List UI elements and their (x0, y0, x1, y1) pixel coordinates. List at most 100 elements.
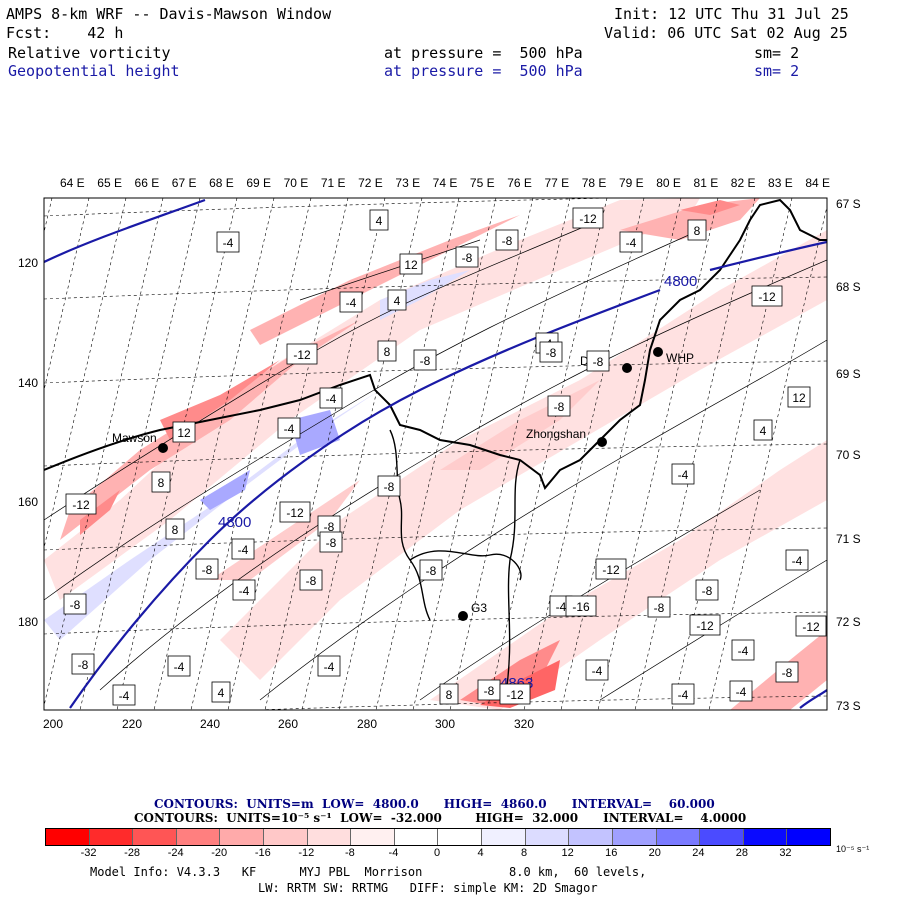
svg-text:-8: -8 (593, 355, 604, 369)
vorticity-contour-info: CONTOURS: UNITS=10⁻⁵ s⁻¹ LOW= -32.000 HI… (134, 811, 747, 825)
longitude-label: 64 E (60, 176, 85, 190)
svg-text:-4: -4 (223, 236, 234, 250)
colorbar-swatch (133, 829, 177, 845)
x-tick-label: 240 (200, 717, 220, 731)
longitude-label: 83 E (768, 176, 793, 190)
colorbar-swatch (46, 829, 90, 845)
station-marker (653, 347, 663, 357)
model-info: Model Info: V4.3.3 KF MYJ PBL Morrison 8… (90, 865, 647, 879)
svg-text:-4: -4 (326, 392, 337, 406)
svg-text:-16: -16 (572, 600, 590, 614)
longitude-label: 73 E (395, 176, 421, 190)
svg-text:12: 12 (177, 426, 191, 440)
colorbar-tick-label: 20 (648, 847, 661, 859)
longitude-label: 72 E (358, 176, 383, 190)
latitude-label: 67 S (836, 197, 861, 211)
colorbar (45, 828, 831, 846)
x-tick-label: 280 (357, 717, 377, 731)
contour-label: 4 (211, 681, 231, 703)
forecast-hour: Fcst: 42 h (6, 24, 124, 42)
svg-text:12: 12 (792, 391, 806, 405)
svg-text:-8: -8 (554, 400, 565, 414)
contour-label: -4 (319, 387, 343, 409)
svg-text:-4: -4 (592, 664, 603, 678)
colorbar-tick-label: 8 (521, 847, 528, 859)
y-tick-label: 160 (18, 495, 38, 509)
contour-label: 8 (377, 340, 397, 362)
station-marker (622, 363, 632, 373)
svg-text:-12: -12 (286, 506, 304, 520)
colorbar-swatch (176, 829, 221, 845)
map-frame (43, 197, 828, 711)
colorbar-tick-label: -8 (344, 847, 355, 859)
longitude-label: 78 E (581, 176, 607, 190)
colorbar-tick-label: -24 (167, 847, 184, 859)
colorbar-swatch (89, 829, 134, 845)
contour-label: -4 (339, 291, 363, 313)
contour-label: -4 (231, 538, 255, 560)
contour-label: -4 (167, 655, 191, 677)
field2-level: at pressure = 500 hPa (384, 62, 583, 80)
contour-label: -8 (195, 558, 219, 580)
svg-text:-4: -4 (626, 236, 637, 250)
svg-text:-4: -4 (284, 422, 295, 436)
svg-text:-12: -12 (696, 619, 714, 633)
colorbar-tick-label: 4 (477, 847, 484, 859)
contour-label: 8 (687, 219, 707, 241)
svg-text:-12: -12 (758, 290, 776, 304)
svg-text:-8: -8 (702, 584, 713, 598)
colorbar-tick-label: -12 (298, 847, 315, 859)
svg-text:-8: -8 (502, 234, 513, 248)
svg-text:8: 8 (158, 476, 165, 490)
svg-text:-4: -4 (792, 554, 803, 568)
map-title: AMPS 8-km WRF -- Davis-Mawson Window (6, 5, 332, 23)
contour-label: -12 (65, 493, 97, 515)
svg-text:-8: -8 (782, 666, 793, 680)
longitude-label: 74 E (432, 176, 458, 190)
colorbar-ticks: -32 -28 -24 -20 -16 -12 -8 -4 0 4 8 12 16 20 24 28 32 (45, 847, 829, 861)
contour-label: 4 (753, 419, 773, 441)
svg-text:-8: -8 (384, 480, 395, 494)
colorbar-swatch (656, 829, 701, 845)
svg-text:-4: -4 (556, 600, 567, 614)
colorbar-swatch (394, 829, 439, 845)
height-label: 4800 (664, 273, 697, 290)
contour-label: -12 (499, 683, 531, 705)
colorbar-swatch (787, 829, 830, 845)
svg-text:-8: -8 (654, 601, 665, 615)
svg-text:-12: -12 (579, 212, 597, 226)
contour-label: -4 (671, 683, 695, 705)
contour-label: 12 (787, 386, 811, 408)
colorbar-swatch (351, 829, 395, 845)
svg-text:4: 4 (218, 686, 225, 700)
contour-label: -8 (317, 515, 341, 537)
contour-label: -8 (63, 593, 87, 615)
field1-level: at pressure = 500 hPa (384, 44, 583, 62)
longitude-label: 79 E (618, 176, 644, 190)
contour-label: -8 (647, 596, 671, 618)
station-marker (597, 437, 607, 447)
latitude-label: 71 S (836, 532, 861, 546)
contour-label: -12 (689, 614, 721, 636)
contour-label: -12 (286, 343, 318, 365)
contour-label: -8 (377, 475, 401, 497)
y-tick-label: 180 (18, 615, 38, 629)
colorbar-tick-label: 16 (605, 847, 618, 859)
contour-label: -8 (419, 559, 443, 581)
longitude-label: 80 E (656, 176, 681, 190)
field2-name: Geopotential height (8, 62, 180, 80)
y-tick-label: 140 (18, 376, 38, 390)
station-marker (158, 443, 168, 453)
svg-text:8: 8 (694, 224, 701, 238)
svg-text:4: 4 (376, 214, 383, 228)
svg-text:-8: -8 (78, 658, 89, 672)
colorbar-swatch (700, 829, 744, 845)
colorbar-swatch (220, 829, 265, 845)
longitude-label: 82 E (730, 176, 756, 190)
colorbar-tick-label: -16 (254, 847, 271, 859)
svg-text:8: 8 (384, 345, 391, 359)
colorbar-swatch (743, 829, 788, 845)
svg-text:8: 8 (172, 523, 179, 537)
contour-label: -12 (279, 501, 311, 523)
latitude-label: 73 S (836, 699, 861, 713)
